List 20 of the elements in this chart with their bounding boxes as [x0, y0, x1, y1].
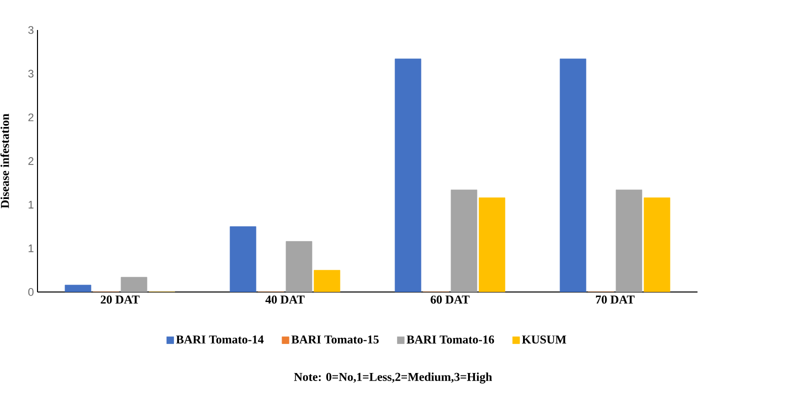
y-tick-label: 3: [28, 70, 34, 78]
legend-label: BARI Tomato-16: [406, 335, 494, 344]
legend-label: BARI Tomato-15: [291, 336, 379, 344]
y-axis-title: Disease infestation: [0, 114, 9, 208]
bar: [478, 197, 506, 292]
x-tick-label: 70 DAT: [596, 296, 635, 304]
y-tick-label: 2: [28, 157, 34, 165]
x-tick-label: 60 DAT: [430, 296, 470, 304]
y-tick-label: 1: [28, 244, 34, 252]
bar: [644, 197, 670, 292]
bar: [314, 270, 340, 292]
legend-label: BARI Tomato-14: [176, 336, 264, 344]
y-tick-label: 3: [28, 26, 34, 34]
x-tick-label: 20 DAT: [100, 296, 140, 304]
text: Note: 0=No,1=Less,2=Medium,3=High: [294, 372, 492, 384]
y-tick-label: 1: [28, 200, 34, 208]
legend-label: KUSUM: [522, 335, 566, 344]
y-tick-label: 2: [28, 114, 34, 122]
y-tick-label: 0: [28, 288, 34, 296]
x-tick-label: 40 DAT: [265, 296, 305, 304]
